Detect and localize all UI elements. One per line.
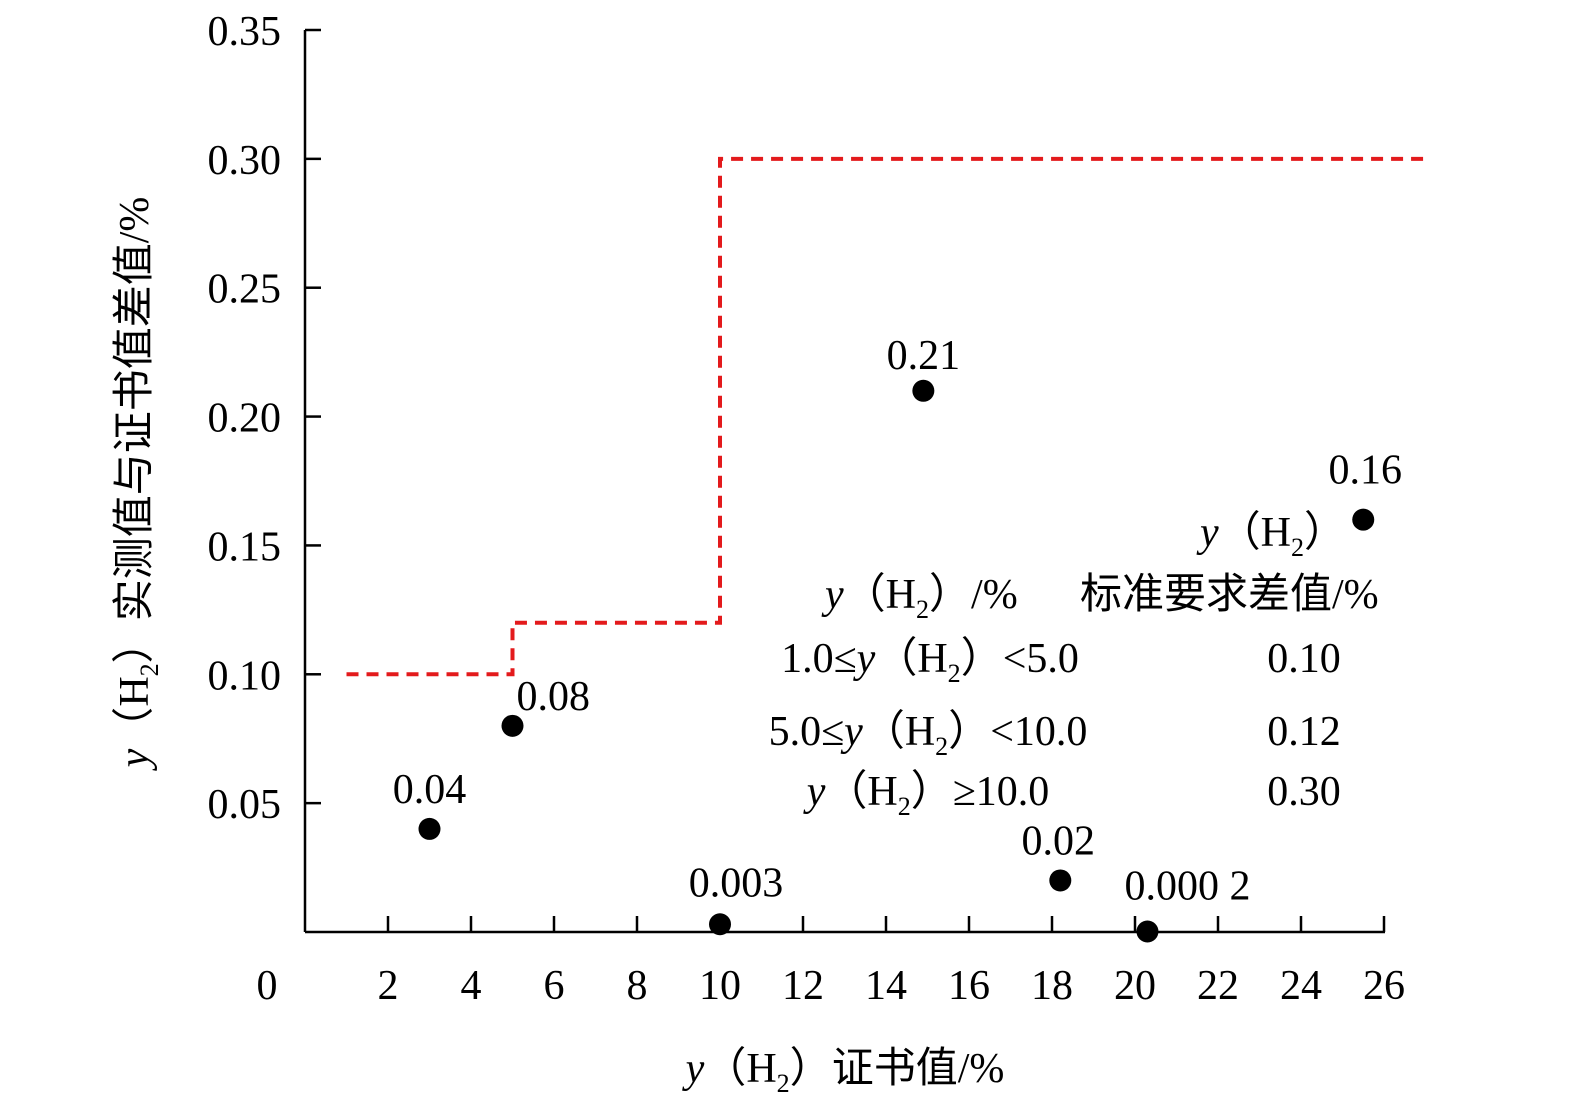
data-label: 0.21 bbox=[887, 333, 961, 379]
data-point bbox=[418, 817, 441, 840]
legend-row-value: 0.12 bbox=[1267, 709, 1341, 755]
y-tick-label: 0.10 bbox=[208, 653, 282, 699]
legend-row-condition: y（H2）≥10.0 bbox=[803, 769, 1050, 821]
y-axis-label-var: y bbox=[112, 748, 158, 771]
legend-row-condition-close: ） bbox=[961, 636, 1003, 682]
legend-row-condition-prefix: 5.0≤ bbox=[769, 709, 845, 755]
y-axis-label-chem: H bbox=[112, 676, 158, 706]
x-axis-label: y（H2）证书值/% bbox=[682, 1046, 1005, 1098]
x-axis-label-close: ） bbox=[790, 1046, 832, 1092]
y-axis-label: y（H2）实测值与证书值差值/% bbox=[111, 197, 164, 772]
y-tick-label: 0.30 bbox=[208, 138, 282, 184]
y-axis-label-close: ） bbox=[112, 621, 158, 663]
legend-var-label-chem: H bbox=[1261, 510, 1291, 556]
y-tick-label: 0.25 bbox=[208, 267, 282, 313]
data-point bbox=[1136, 920, 1159, 943]
legend-row-condition-var: y bbox=[803, 769, 826, 815]
x-tick-label: 12 bbox=[782, 963, 824, 1009]
legend-row-condition-chem: H bbox=[905, 709, 935, 755]
data-point bbox=[1352, 508, 1375, 531]
data-label: 0.02 bbox=[1022, 818, 1096, 864]
x-axis-label-open: （ bbox=[704, 1046, 746, 1092]
legend-header-left-text: /% bbox=[971, 572, 1018, 618]
legend-var-label-open: （ bbox=[1219, 510, 1261, 556]
legend-row-condition-var: y bbox=[853, 636, 876, 682]
legend-header-left-close: ） bbox=[929, 572, 971, 618]
x-tick-label: 10 bbox=[699, 963, 741, 1009]
x-tick-label: 20 bbox=[1114, 963, 1156, 1009]
axes-layer: 0 2 4 6 8 10 12 14 16 18 20 22 24 260.050.100.150.200… bbox=[208, 9, 1406, 1009]
legend-row-condition-open: （ bbox=[863, 709, 905, 755]
legend-var-label-sub: 2 bbox=[1291, 533, 1304, 562]
y-axis-label-sub: 2 bbox=[135, 663, 164, 676]
legend-header-left: y（H2）/% bbox=[821, 572, 1018, 624]
legend-row-condition-var: y bbox=[840, 709, 863, 755]
legend-row-condition-sub: 2 bbox=[935, 732, 948, 761]
threshold-line bbox=[346, 156, 1426, 677]
x-tick-label: 8 bbox=[627, 963, 648, 1009]
data-point bbox=[912, 379, 935, 402]
legend-row-condition-prefix: 1.0≤ bbox=[781, 636, 857, 682]
x-tick-label: 16 bbox=[948, 963, 990, 1009]
x-tick-label: 24 bbox=[1280, 963, 1322, 1009]
threshold-layer bbox=[346, 156, 1426, 677]
x-axis-label-var: y bbox=[682, 1046, 705, 1092]
legend-row-value: 0.10 bbox=[1267, 636, 1341, 682]
legend-layer: y（H2）y（H2）/% 标准要求差值/%1.0≤y（H2）<5.0 0.105.0… bbox=[769, 510, 1379, 821]
y-tick-label: 0.35 bbox=[208, 9, 282, 55]
y-tick-label: 0.15 bbox=[208, 524, 282, 570]
labels-layer: y（H2）证书值/%y（H2）实测值与证书值差值/% bbox=[111, 197, 1004, 1098]
points-layer: 0.04 0.08 0.003 0.21 0.02 0.000 2 0.16 bbox=[393, 333, 1402, 943]
legend-header-left-var: y bbox=[821, 572, 844, 618]
x-tick-label: 26 bbox=[1363, 963, 1405, 1009]
legend-var-label: y（H2） bbox=[1196, 510, 1346, 562]
x-tick-label: 22 bbox=[1197, 963, 1239, 1009]
x-axis-label-sub: 2 bbox=[777, 1069, 790, 1098]
legend-row-condition: 1.0≤y（H2）<5.0 bbox=[781, 636, 1079, 688]
data-point bbox=[501, 714, 524, 737]
data-label: 0.000 2 bbox=[1124, 863, 1250, 909]
legend-row-condition-sub: 2 bbox=[898, 792, 911, 821]
data-label: 0.16 bbox=[1329, 448, 1403, 494]
legend-row-condition-open: （ bbox=[825, 769, 867, 815]
x-tick-label: 14 bbox=[865, 963, 907, 1009]
legend-row-condition-chem: H bbox=[917, 636, 947, 682]
legend-var-label-close: ） bbox=[1304, 510, 1346, 556]
legend-var-label-var: y bbox=[1196, 510, 1219, 556]
x-axis-label-chem: H bbox=[746, 1046, 776, 1092]
legend-row-condition-suffix: <10.0 bbox=[990, 709, 1087, 755]
legend-header-left-sub: 2 bbox=[916, 595, 929, 624]
x-tick-label: 2 bbox=[378, 963, 399, 1009]
legend-row-condition-suffix: ≥10.0 bbox=[953, 769, 1050, 815]
y-axis-label-text: 实测值与证书值差值/% bbox=[111, 197, 158, 622]
data-label: 0.04 bbox=[393, 767, 467, 813]
legend-row-condition: 5.0≤y（H2）<10.0 bbox=[769, 709, 1088, 761]
data-label: 0.003 bbox=[689, 860, 784, 906]
legend-row-condition-open: （ bbox=[875, 636, 917, 682]
legend-row-value: 0.30 bbox=[1267, 769, 1341, 815]
legend-header-left-chem: H bbox=[886, 572, 916, 618]
x-tick-label: 18 bbox=[1031, 963, 1073, 1009]
legend-row-condition-chem: H bbox=[867, 769, 897, 815]
y-axis-label-open: （ bbox=[112, 707, 158, 749]
x-axis-label-text: 证书值/% bbox=[832, 1046, 1005, 1092]
y-tick-label: 0.05 bbox=[208, 782, 282, 828]
data-point bbox=[709, 913, 731, 936]
legend-row-condition-close: ） bbox=[948, 709, 990, 755]
x-tick-label: 0 bbox=[257, 963, 278, 1009]
x-tick-label: 6 bbox=[544, 963, 565, 1009]
legend-row-condition-sub: 2 bbox=[948, 659, 961, 688]
legend-row-condition-close: ） bbox=[911, 769, 953, 815]
x-tick-label: 4 bbox=[461, 963, 482, 1009]
data-label: 0.08 bbox=[517, 674, 591, 720]
legend-header-left-open: （ bbox=[844, 572, 886, 618]
legend-header-right: 标准要求差值/% bbox=[1080, 572, 1379, 618]
y-tick-label: 0.20 bbox=[208, 396, 282, 442]
legend-row-condition-suffix: <5.0 bbox=[1003, 636, 1079, 682]
data-point bbox=[1049, 869, 1072, 892]
y-axis-label-group: y（H2）实测值与证书值差值/% bbox=[111, 197, 164, 772]
